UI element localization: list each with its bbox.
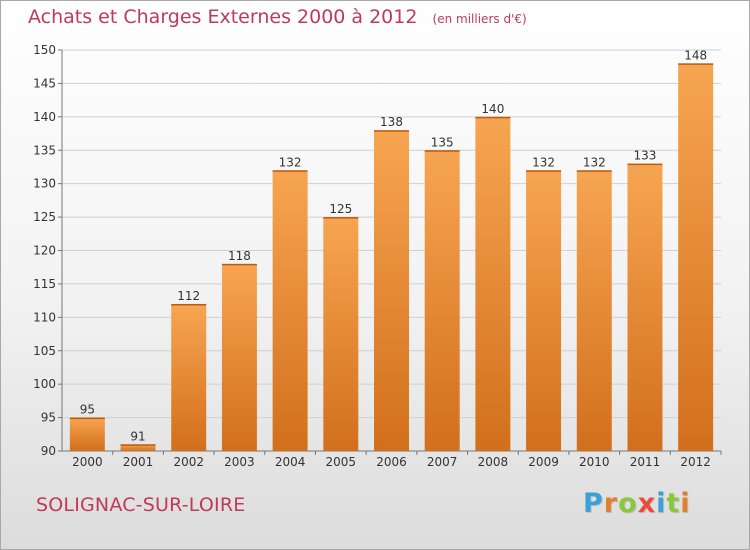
chart-title-main: Achats et Charges Externes 2000 à 2012 [28,6,418,28]
bar-value-label: 148 [684,48,707,62]
y-tick-label: 130 [33,177,56,191]
bar-value-label: 133 [634,149,657,163]
bar-value-label: 132 [279,155,302,169]
x-tick-label: 2007 [427,455,458,469]
bar-top-edge [171,303,207,306]
bar-top-edge [221,263,257,266]
bar-value-label: 118 [228,249,251,263]
y-tick-label: 135 [33,143,56,157]
x-tick-label: 2001 [123,455,154,469]
y-tick-label: 125 [33,210,56,224]
bar [627,163,663,451]
x-tick-label: 2010 [579,455,610,469]
bar-top-edge [120,444,156,446]
x-tick-label: 2002 [173,455,204,469]
bar-top-edge [526,170,562,172]
x-tick-label: 2011 [630,455,661,469]
y-tick-label: 105 [33,344,56,358]
bar-top-edge [69,417,105,420]
bar-top-edge [475,116,511,119]
bar-value-label: 138 [380,115,403,129]
bar-top-edge [678,63,714,65]
bar-top-edge [272,170,308,172]
bar-top-edge [627,163,663,166]
bar-top-edge [374,130,409,132]
y-tick-label: 140 [33,110,56,124]
y-axis-ticks: 90 95 100 105 110 115 120 125 130 135 140 145 150 [33,43,62,458]
bar [323,217,359,451]
logo-letter: r [603,488,619,519]
bar [475,116,511,451]
x-tick-label: 2003 [224,455,255,469]
bar [526,170,562,452]
bar-value-label: 132 [583,155,606,169]
logo-letter: t [666,488,681,519]
bar [221,263,257,451]
y-tick-label: 120 [33,244,56,258]
logo-letter: i [680,488,691,519]
chart-title-unit: (en milliers d'€) [432,12,527,26]
bar-value-label: 135 [431,135,454,149]
x-tick-label: 2006 [376,455,407,469]
bar [678,63,714,451]
data-labels: 95 91 112 118 132 125 138 135 140 132 132 133 148 [80,48,707,443]
town-name: SOLIGNAC-SUR-LOIRE [36,494,246,516]
logo-letter: x [637,488,657,519]
logo-letter: i [656,488,667,519]
bar-value-label: 132 [532,155,555,169]
y-tick-label: 90 [41,444,56,458]
x-tick-label: 2005 [326,455,357,469]
bar [374,130,409,451]
x-tick-label: 2000 [72,455,103,469]
y-tick-label: 145 [33,76,56,90]
chart-title: Achats et Charges Externes 2000 à 2012 (… [28,6,527,28]
bar [424,150,460,451]
y-tick-label: 150 [33,43,56,57]
proxiti-logo: Proxiti [583,488,691,519]
bar-top-edge [424,150,460,152]
bar-top-edge [323,217,359,219]
bar [69,417,105,451]
bar-top-edge [576,170,612,172]
bar [171,303,207,451]
bar [120,444,156,451]
bar-value-label: 112 [177,289,200,303]
bar-value-label: 91 [130,429,145,443]
y-tick-label: 95 [41,411,56,425]
x-tick-label: 2009 [528,455,559,469]
bar-value-label: 125 [329,202,352,216]
x-axis-ticks: 2000 2001 2002 2003 2004 2005 2006 2007 2008 2009… [72,451,722,469]
bar-value-label: 95 [80,403,95,417]
logo-letter: P [583,488,604,519]
x-tick-label: 2008 [478,455,509,469]
bar [576,170,612,452]
y-tick-label: 100 [33,377,56,391]
bars [69,63,714,452]
logo-letter: o [618,488,638,519]
bar-value-label: 140 [481,102,504,116]
x-tick-label: 2012 [680,455,711,469]
x-tick-label: 2004 [275,455,306,469]
bar [272,170,308,452]
y-tick-label: 115 [33,277,56,291]
y-tick-label: 110 [33,310,56,324]
